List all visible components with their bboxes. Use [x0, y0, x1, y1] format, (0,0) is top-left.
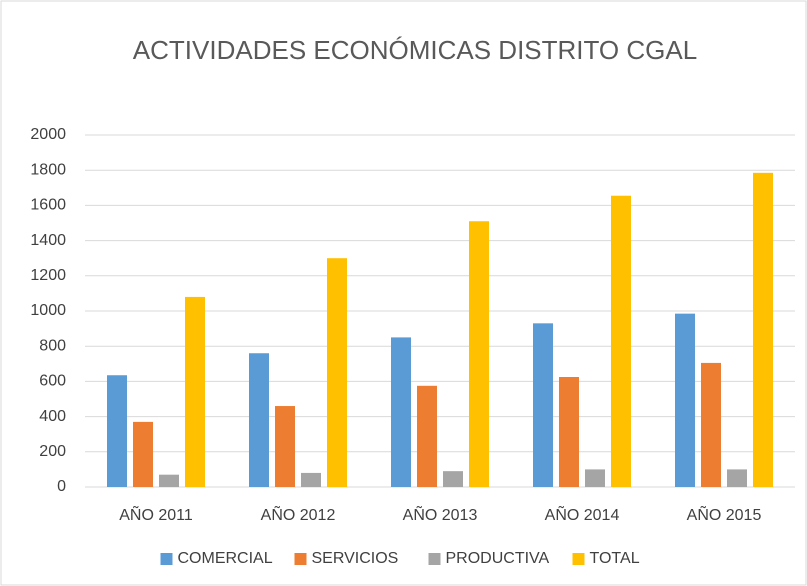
legend-label: PRODUCTIVA: [446, 550, 550, 567]
x-tick-label: AÑO 2011: [119, 504, 193, 524]
y-tick-label: 1800: [30, 161, 66, 178]
bar: [133, 421, 153, 487]
bar: [675, 313, 695, 487]
bar: [107, 375, 127, 487]
x-tick-label: AÑO 2012: [261, 504, 336, 524]
bar: [701, 362, 721, 487]
y-tick-label: 2000: [30, 126, 66, 143]
bar: [727, 469, 747, 487]
bar: [417, 385, 437, 487]
y-tick-label: 200: [39, 443, 66, 460]
x-tick-label: AÑO 2014: [545, 504, 620, 524]
y-tick-label: 1400: [30, 232, 66, 249]
bar: [159, 474, 179, 487]
bar: [301, 472, 321, 487]
bar: [533, 323, 553, 487]
bar: [391, 337, 411, 487]
x-tick-label: AÑO 2013: [403, 504, 478, 524]
legend-label: TOTAL: [590, 550, 640, 567]
bar: [611, 195, 631, 487]
chart-title: ACTIVIDADES ECONÓMICAS DISTRITO CGAL: [133, 35, 697, 65]
y-tick-label: 1000: [30, 302, 66, 319]
bar: [327, 258, 347, 487]
x-tick-label: AÑO 2015: [687, 504, 762, 524]
legend-swatch: [428, 553, 441, 565]
legend-label: SERVICIOS: [312, 550, 399, 567]
bar: [249, 353, 269, 487]
legend-label: COMERCIAL: [178, 550, 273, 567]
bar: [275, 406, 295, 487]
bar: [185, 296, 205, 487]
bar: [753, 172, 773, 487]
bar: [443, 471, 463, 487]
legend-swatch: [294, 553, 307, 565]
bar: [559, 377, 579, 487]
y-tick-label: 1200: [30, 267, 66, 284]
y-tick-label: 400: [39, 408, 66, 425]
bar: [469, 221, 489, 488]
y-tick-label: 0: [57, 478, 66, 495]
legend-swatch: [572, 553, 585, 565]
y-tick-label: 600: [39, 373, 66, 390]
y-tick-label: 800: [39, 337, 66, 354]
bar: [585, 469, 605, 487]
y-tick-label: 1600: [30, 197, 66, 214]
legend-swatch: [160, 553, 173, 565]
